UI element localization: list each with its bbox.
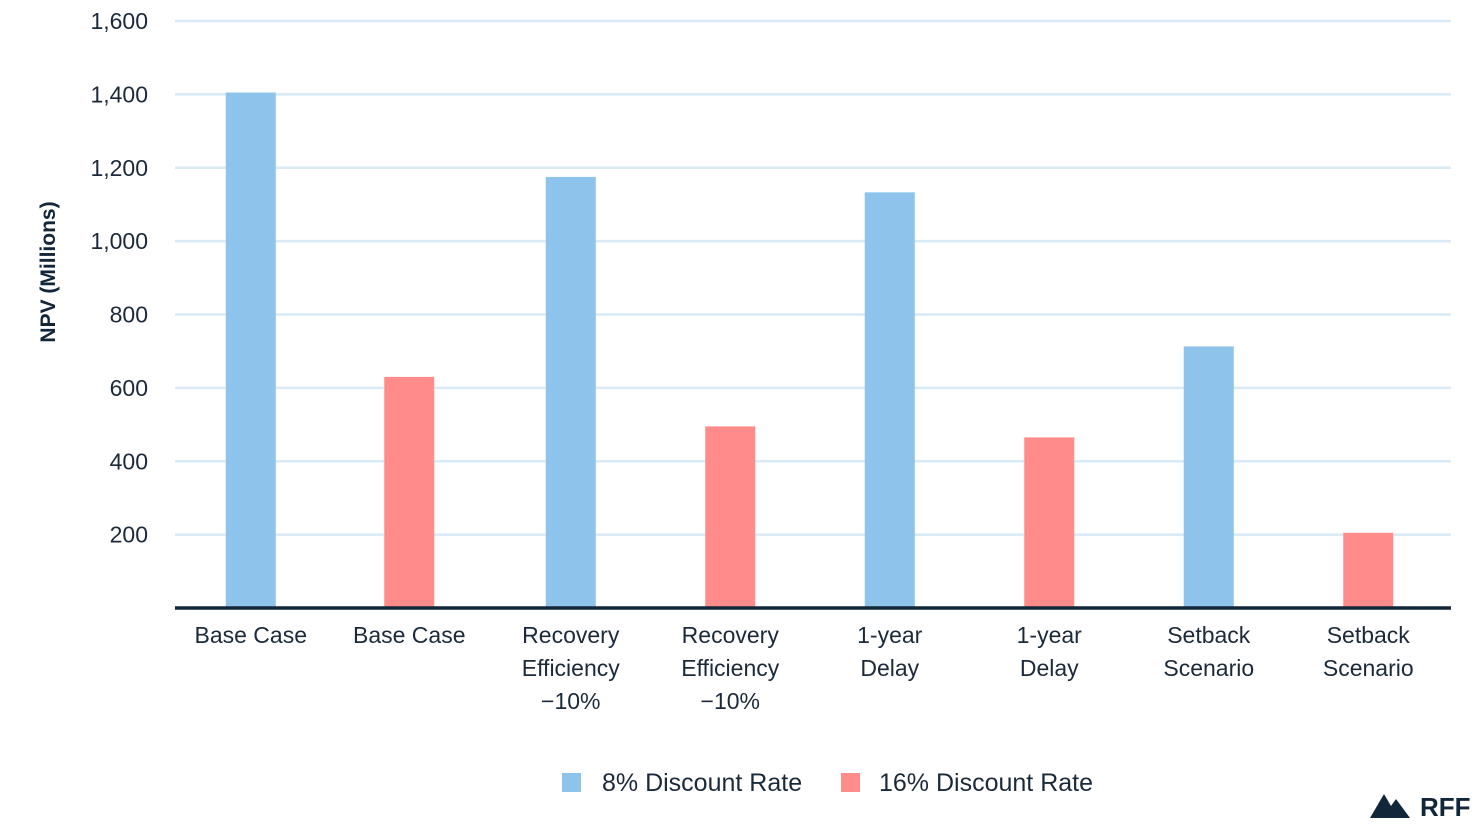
category-label-line: Recovery (682, 622, 780, 648)
bar (384, 376, 435, 608)
category-label-line: −10% (701, 688, 760, 714)
bar (1024, 437, 1075, 608)
rff-logo: RFF (1370, 792, 1471, 822)
category-labels: Base Case Base Case Recovery Efficiency −10%… (194, 622, 1413, 714)
category-label: 1-year Delay (1017, 622, 1083, 681)
category-label-line: Delay (1020, 655, 1079, 681)
category-label-line: 1-year (1017, 622, 1083, 648)
category-label-line: −10% (541, 688, 600, 714)
category-label-line: Efficiency (681, 655, 780, 681)
category-label: Recovery Efficiency −10% (681, 622, 780, 714)
y-tick-label: 400 (110, 448, 148, 474)
y-tick-label: 1,000 (90, 228, 148, 254)
category-label: Base Case (353, 622, 466, 648)
category-label-line: Scenario (1323, 655, 1414, 681)
category-label: Setback Scenario (1163, 622, 1254, 681)
category-label: Recovery Efficiency −10% (522, 622, 621, 714)
bar (1183, 346, 1234, 608)
legend-swatch (841, 773, 860, 792)
category-label-line: Scenario (1163, 655, 1254, 681)
category-label-line: Delay (860, 655, 919, 681)
y-tick-label: 600 (110, 375, 148, 401)
y-tick-label: 1,200 (90, 155, 148, 181)
category-label: Setback Scenario (1323, 622, 1414, 681)
y-tick-label: 200 (110, 522, 148, 548)
bar (1343, 532, 1394, 608)
legend-swatch (562, 773, 581, 792)
mountain-icon (1370, 794, 1410, 818)
legend-label: 8% Discount Rate (602, 769, 802, 797)
y-axis-title: NPV (Millions) (37, 201, 60, 342)
y-tick-label: 800 (110, 302, 148, 328)
y-tick-label: 1,600 (90, 8, 148, 34)
bar (705, 426, 756, 608)
bars (225, 92, 1394, 608)
y-axis-ticks: 200 400 600 800 1,000 1,200 1,400 1,600 (90, 8, 148, 548)
category-label-line: Recovery (522, 622, 620, 648)
logo-text: RFF (1420, 792, 1471, 822)
legend-label: 16% Discount Rate (879, 769, 1093, 797)
category-label-line: Base Case (353, 622, 466, 648)
category-label-line: Setback (1167, 622, 1251, 648)
category-label: Base Case (194, 622, 307, 648)
legend: 8% Discount Rate 16% Discount Rate (562, 769, 1093, 797)
category-label: 1-year Delay (857, 622, 923, 681)
bar (545, 176, 596, 608)
bar (225, 92, 276, 608)
category-label-line: Setback (1327, 622, 1411, 648)
category-label-line: 1-year (857, 622, 923, 648)
category-label-line: Efficiency (522, 655, 621, 681)
category-label-line: Base Case (194, 622, 307, 648)
bar (864, 192, 915, 608)
y-tick-label: 1,400 (90, 81, 148, 107)
gridlines (175, 19, 1451, 536)
